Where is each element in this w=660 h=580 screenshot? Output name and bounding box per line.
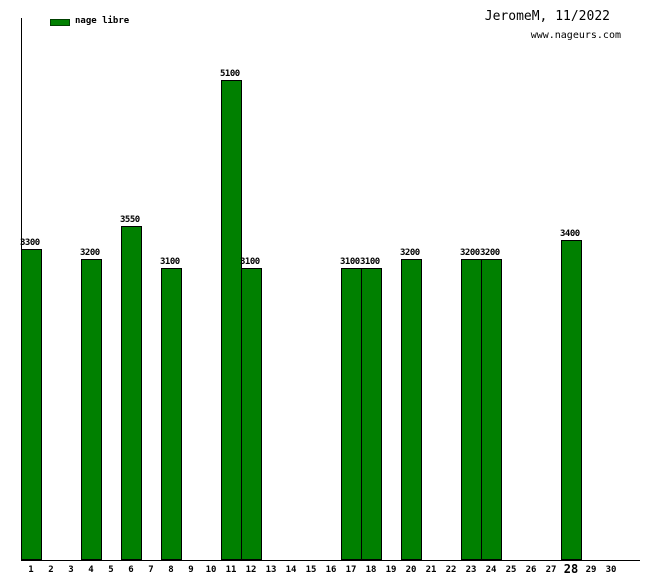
x-tick-label-18: 18 xyxy=(365,565,377,575)
bar-day-12 xyxy=(241,268,262,560)
bar-value-label-day-1: 3300 xyxy=(20,238,40,248)
x-tick-label-26: 26 xyxy=(525,565,537,575)
bar-day-20 xyxy=(401,259,422,560)
x-tick-label-25: 25 xyxy=(505,565,517,575)
x-tick-label-10: 10 xyxy=(205,565,217,575)
x-tick-label-21: 21 xyxy=(425,565,437,575)
legend-label: nage libre xyxy=(75,16,130,26)
bar-value-label-day-24: 3200 xyxy=(480,248,500,258)
x-tick-label-8: 8 xyxy=(168,565,174,575)
bar-day-23 xyxy=(461,259,482,560)
x-tick-label-16: 16 xyxy=(325,565,337,575)
x-tick-label-6: 6 xyxy=(128,565,134,575)
bar-value-label-day-11: 5100 xyxy=(220,69,240,79)
x-tick-label-29: 29 xyxy=(585,565,597,575)
bar-day-4 xyxy=(81,259,102,560)
x-tick-label-20: 20 xyxy=(405,565,417,575)
bar-value-label-day-12: 3100 xyxy=(240,257,260,267)
x-tick-label-5: 5 xyxy=(108,565,114,575)
bar-value-label-day-4: 3200 xyxy=(80,248,100,258)
x-tick-label-13: 13 xyxy=(265,565,277,575)
legend-swatch xyxy=(50,19,70,26)
bar-value-label-day-20: 3200 xyxy=(400,248,420,258)
x-tick-label-30: 30 xyxy=(605,565,617,575)
bar-day-11 xyxy=(221,80,242,560)
x-tick-label-24: 24 xyxy=(485,565,497,575)
x-tick-label-17: 17 xyxy=(345,565,357,575)
chart-title: JeromeM, 11/2022 xyxy=(484,9,610,24)
x-tick-label-9: 9 xyxy=(188,565,194,575)
x-tick-label-4: 4 xyxy=(88,565,94,575)
bar-day-17 xyxy=(341,268,362,560)
bar-value-label-day-6: 3550 xyxy=(120,215,140,225)
bar-day-1 xyxy=(21,249,42,560)
x-tick-label-2: 2 xyxy=(48,565,54,575)
x-tick-label-14: 14 xyxy=(285,565,297,575)
x-tick-label-19: 19 xyxy=(385,565,397,575)
bar-day-24 xyxy=(481,259,502,560)
bar-value-label-day-28: 3400 xyxy=(560,229,580,239)
bar-value-label-day-8: 3100 xyxy=(160,257,180,267)
bar-day-8 xyxy=(161,268,182,560)
x-axis-line xyxy=(21,560,640,561)
bar-day-6 xyxy=(121,226,142,560)
bar-day-28 xyxy=(561,240,582,560)
x-tick-label-11: 11 xyxy=(225,565,237,575)
x-tick-label-15: 15 xyxy=(305,565,317,575)
bar-value-label-day-17: 3100 xyxy=(340,257,360,267)
bar-value-label-day-23: 3200 xyxy=(460,248,480,258)
x-tick-label-1: 1 xyxy=(28,565,34,575)
website-url: www.nageurs.com xyxy=(530,30,621,41)
x-tick-label-3: 3 xyxy=(68,565,74,575)
bar-value-label-day-18: 3100 xyxy=(360,257,380,267)
x-tick-label-28: 28 xyxy=(563,562,579,576)
x-tick-label-22: 22 xyxy=(445,565,457,575)
x-tick-label-12: 12 xyxy=(245,565,257,575)
bar-day-18 xyxy=(361,268,382,560)
x-tick-label-7: 7 xyxy=(148,565,154,575)
x-tick-label-27: 27 xyxy=(545,565,557,575)
x-tick-label-23: 23 xyxy=(465,565,477,575)
